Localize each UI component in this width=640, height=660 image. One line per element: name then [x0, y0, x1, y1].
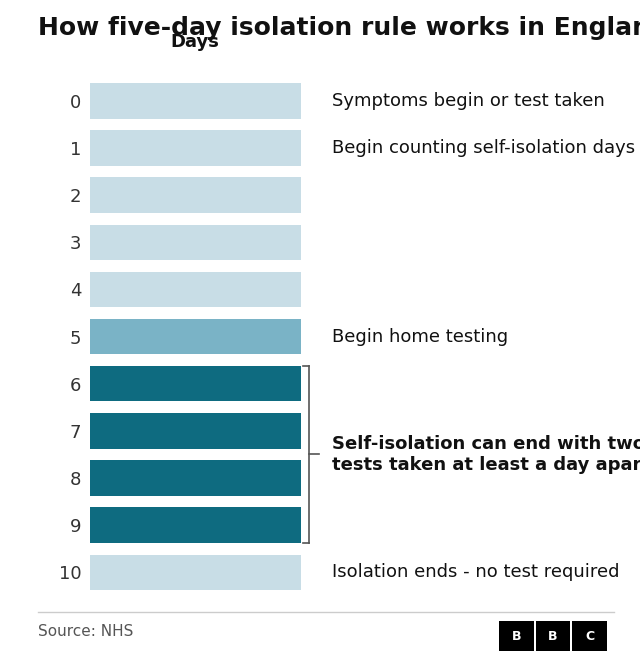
Text: Days: Days: [171, 34, 220, 51]
Text: C: C: [585, 630, 595, 643]
Bar: [90, 449, 301, 461]
Bar: [90, 272, 301, 307]
Bar: [90, 119, 301, 131]
Bar: [90, 178, 301, 213]
Bar: [90, 461, 301, 496]
Bar: [90, 83, 301, 119]
Text: Begin counting self-isolation days: Begin counting self-isolation days: [333, 139, 636, 157]
Bar: [90, 366, 301, 401]
Bar: [90, 307, 301, 319]
Text: B: B: [548, 630, 558, 643]
Text: Source: NHS: Source: NHS: [38, 624, 134, 639]
Bar: [90, 496, 301, 508]
Text: How five-day isolation rule works in England: How five-day isolation rule works in Eng…: [38, 16, 640, 40]
Bar: [499, 621, 534, 651]
Bar: [90, 260, 301, 272]
Text: Isolation ends - no test required: Isolation ends - no test required: [333, 564, 620, 581]
Bar: [536, 621, 570, 651]
Bar: [90, 413, 301, 449]
Bar: [90, 401, 301, 413]
Text: Symptoms begin or test taken: Symptoms begin or test taken: [333, 92, 605, 110]
Text: Self-isolation can end with two negative
tests taken at least a day apart: Self-isolation can end with two negative…: [333, 435, 640, 474]
Bar: [90, 554, 301, 590]
Bar: [90, 543, 301, 554]
Bar: [90, 166, 301, 178]
Bar: [90, 213, 301, 224]
Bar: [90, 319, 301, 354]
Bar: [90, 354, 301, 366]
Bar: [572, 621, 607, 651]
Bar: [90, 508, 301, 543]
Text: Begin home testing: Begin home testing: [333, 327, 509, 346]
Bar: [90, 130, 301, 166]
Text: B: B: [511, 630, 521, 643]
Bar: [90, 224, 301, 260]
